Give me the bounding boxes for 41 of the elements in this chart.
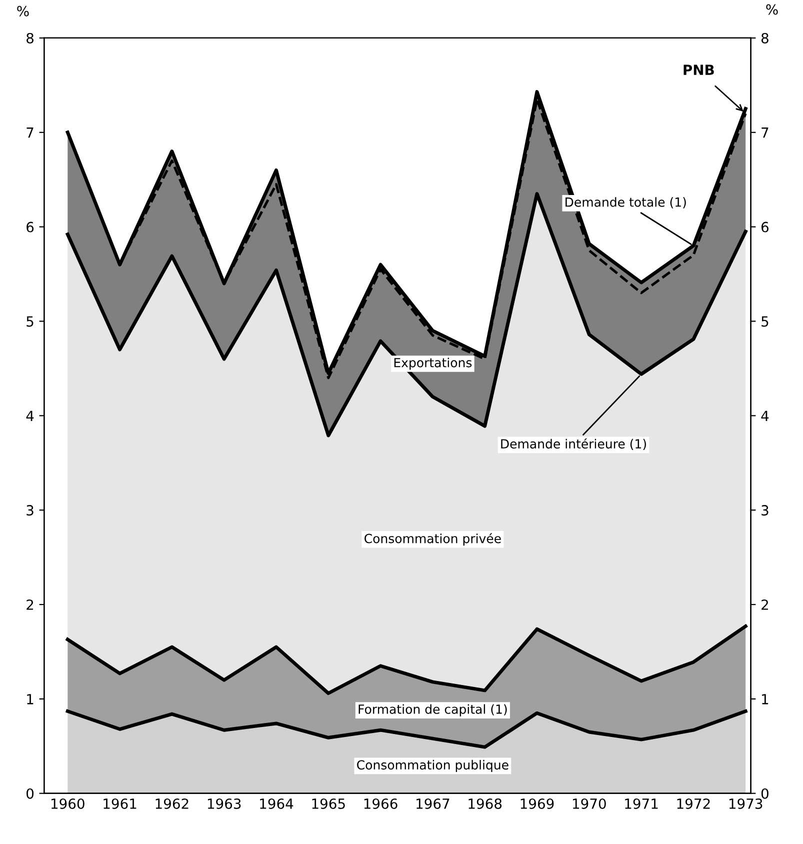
x-tick-label: 1962 (156, 798, 188, 809)
y-tick-label: 7 (26, 128, 34, 138)
x-tick-label: 1960 (51, 798, 84, 809)
y-tick-label: 6 (26, 222, 34, 232)
x-tick-label: 1963 (208, 798, 241, 809)
y2-tick-label: 4 (761, 410, 769, 421)
y2-tick-label: 7 (762, 128, 768, 138)
x-tick-label: 1971 (625, 798, 658, 809)
annotation: Demande totale (1) (566, 197, 686, 208)
y2-axis-title: % (766, 4, 778, 15)
text: PNB (684, 64, 714, 75)
y2-tick-label: 8 (761, 32, 768, 44)
x-tick-label: 1967 (416, 798, 450, 809)
x-tick-label: 1970 (572, 798, 606, 809)
y-tick-label: 8 (26, 32, 34, 44)
annotation: Demande intérieure (1) (501, 438, 646, 450)
y-tick-label: 3 (26, 505, 34, 516)
series-label: Exportations (394, 358, 472, 370)
y2-tick-label: 6 (761, 222, 768, 232)
series-label: Formation de capital (1) (358, 704, 507, 716)
y2-tick-label: 3 (762, 505, 768, 516)
y2-tick-label: 5 (762, 316, 768, 327)
y-tick-label: 0 (26, 788, 34, 799)
series-label: Consommation publique (357, 760, 508, 772)
series-label: Consommation privée (364, 533, 501, 546)
y-tick-label: 1 (27, 694, 34, 704)
x-tick-label: 1969 (520, 798, 554, 809)
x-tick-label: 1964 (260, 798, 294, 809)
y-tick-label: 4 (26, 410, 34, 421)
x-tick-label: 1972 (677, 798, 710, 809)
y2-tick-label: 1 (762, 694, 768, 704)
y-tick-label: 5 (26, 316, 34, 327)
x-tick-label: 1965 (312, 798, 345, 809)
x-tick-label: 1961 (104, 798, 136, 809)
y2-tick-label: 0 (761, 788, 768, 799)
y-tick-label: 2 (26, 599, 34, 610)
x-tick-label: 1968 (468, 798, 502, 809)
x-tick-label: 1973 (729, 798, 762, 809)
y-axis-title: % (17, 6, 29, 16)
x-tick-label: 1966 (364, 798, 398, 809)
y2-tick-label: 2 (762, 599, 768, 610)
